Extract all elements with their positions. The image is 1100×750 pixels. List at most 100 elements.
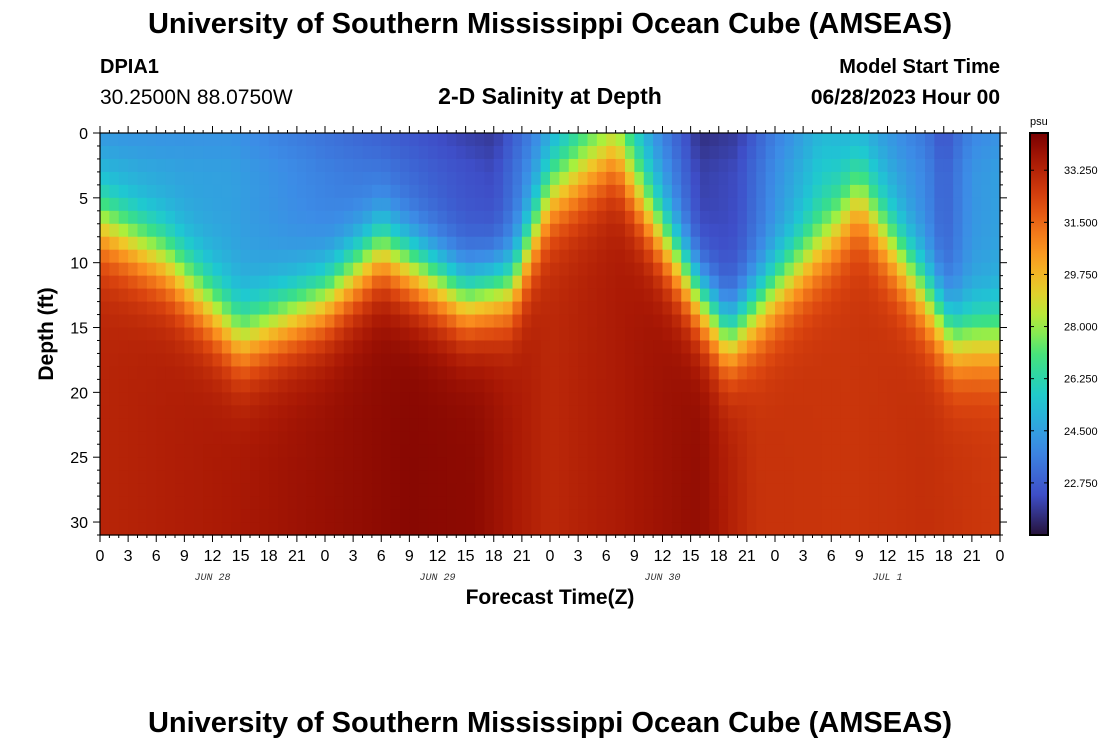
heatmap-cell	[690, 262, 701, 277]
heatmap-cell	[718, 431, 729, 445]
heatmap-cell	[896, 171, 907, 186]
heatmap-cell	[925, 236, 935, 251]
heatmap-cell	[690, 522, 701, 536]
heatmap-cell	[137, 509, 148, 523]
heatmap-cell	[840, 145, 851, 160]
heatmap-cell	[718, 379, 729, 393]
heatmap-cell	[578, 301, 589, 316]
heatmap-cell	[343, 418, 354, 432]
heatmap-cell	[512, 288, 523, 303]
heatmap-cell	[296, 197, 307, 212]
heatmap-cell	[812, 483, 823, 497]
heatmap-cell	[709, 236, 720, 251]
heatmap-cell	[709, 301, 720, 316]
heatmap-cell	[784, 470, 795, 484]
heatmap-cell	[221, 509, 232, 523]
heatmap-cell	[100, 353, 110, 368]
heatmap-cell	[475, 496, 485, 510]
heatmap-cell	[803, 522, 814, 536]
heatmap-cell	[175, 457, 185, 471]
heatmap-cell	[925, 509, 935, 523]
heatmap-cell	[700, 457, 710, 471]
heatmap-cell	[812, 444, 823, 458]
heatmap-cell	[775, 444, 785, 458]
heatmap-cell	[653, 301, 664, 316]
heatmap-cell	[278, 496, 289, 510]
heatmap-cell	[896, 366, 907, 380]
heatmap-cell	[765, 444, 776, 458]
heatmap-cell	[231, 210, 242, 225]
heatmap-cell	[840, 223, 851, 238]
heatmap-cell	[634, 171, 645, 186]
heatmap-cell	[765, 340, 776, 355]
heatmap-cell	[287, 340, 298, 355]
heatmap-cell	[231, 184, 242, 199]
heatmap-cell	[109, 431, 120, 445]
heatmap-cell	[990, 379, 1001, 393]
heatmap-cell	[550, 444, 560, 458]
heatmap-cell	[850, 327, 860, 342]
heatmap-cell	[971, 483, 982, 497]
heatmap-cell	[840, 262, 851, 277]
heatmap-cell	[418, 288, 429, 303]
heatmap-cell	[821, 223, 832, 238]
heatmap-cell	[503, 223, 514, 238]
heatmap-cell	[540, 145, 551, 160]
heatmap-cell	[381, 496, 392, 510]
heatmap-cell	[175, 301, 185, 316]
x-tick-label: 3	[574, 548, 583, 565]
heatmap-cell	[278, 327, 289, 342]
heatmap-cell	[540, 483, 551, 497]
heatmap-cell	[484, 431, 495, 445]
heatmap-cell	[306, 483, 317, 497]
heatmap-cell	[662, 470, 673, 484]
heatmap-cell	[868, 171, 879, 186]
heatmap-cell	[953, 366, 964, 380]
heatmap-cell	[212, 418, 223, 432]
heatmap-cell	[146, 133, 157, 147]
heatmap-cell	[128, 223, 139, 238]
heatmap-cell	[306, 288, 317, 303]
heatmap-cell	[850, 249, 860, 264]
heatmap-cell	[803, 366, 814, 380]
heatmap-cell	[400, 340, 410, 355]
heatmap-cell	[765, 483, 776, 497]
heatmap-cell	[390, 418, 401, 432]
heatmap-cell	[493, 522, 504, 536]
heatmap-cell	[193, 223, 204, 238]
heatmap-cell	[503, 327, 514, 342]
heatmap-cell	[568, 431, 579, 445]
heatmap-cell	[231, 197, 242, 212]
heatmap-cell	[615, 496, 626, 510]
heatmap-cell	[325, 223, 335, 238]
heatmap-cell	[709, 340, 720, 355]
heatmap-cell	[484, 301, 495, 316]
heatmap-cell	[540, 509, 551, 523]
heatmap-cell	[250, 249, 260, 264]
heatmap-cell	[803, 210, 814, 225]
heatmap-cell	[943, 262, 954, 277]
heatmap-cell	[428, 457, 439, 471]
heatmap-cell	[615, 236, 626, 251]
heatmap-cell	[709, 470, 720, 484]
heatmap-cell	[418, 379, 429, 393]
heatmap-cell	[221, 197, 232, 212]
heatmap-cell	[821, 288, 832, 303]
heatmap-cell	[437, 431, 448, 445]
heatmap-cell	[868, 314, 879, 329]
heatmap-cell	[400, 236, 410, 251]
heatmap-cell	[296, 418, 307, 432]
heatmap-cell	[943, 457, 954, 471]
heatmap-cell	[596, 457, 607, 471]
heatmap-cell	[418, 171, 429, 186]
heatmap-cell	[165, 366, 176, 380]
heatmap-cell	[606, 431, 617, 445]
heatmap-cell	[831, 327, 842, 342]
heatmap-cell	[334, 418, 345, 432]
heatmap-cell	[934, 314, 945, 329]
heatmap-cell	[521, 133, 532, 147]
heatmap-cell	[690, 145, 701, 160]
heatmap-cell	[137, 223, 148, 238]
heatmap-cell	[109, 158, 120, 173]
heatmap-cell	[962, 197, 973, 212]
